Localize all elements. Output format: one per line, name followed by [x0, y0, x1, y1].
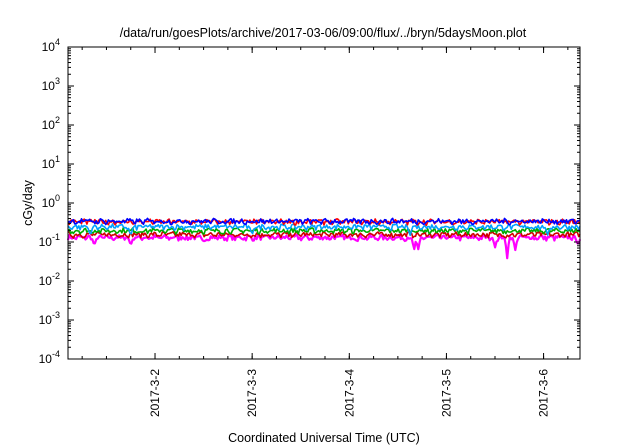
plot-frame — [67, 46, 581, 360]
y-tick-label: 103 — [42, 76, 60, 93]
y-tick-label: 101 — [42, 154, 60, 171]
x-tick-label: 2017-3-3 — [245, 369, 259, 417]
y-tick-label: 104 — [42, 37, 60, 54]
series-line — [66, 233, 582, 260]
series-line — [67, 223, 581, 237]
y-tick-label: 10-1 — [39, 232, 60, 249]
series-line — [67, 227, 581, 235]
series-layer — [66, 217, 582, 260]
x-tick-label: 2017-3-5 — [439, 369, 453, 417]
chart-title: /data/run/goesPlots/archive/2017-03-06/0… — [120, 26, 527, 40]
y-tick-label: 10-4 — [39, 349, 60, 366]
x-axis-ticks: 2017-3-2 2017-3-3 2017-3-4 2017-3-5 2017-3-6 — [81, 47, 569, 417]
x-axis-label: Coordinated Universal Time (UTC) — [228, 431, 420, 445]
y-tick-label: 10-2 — [39, 271, 60, 288]
series-line — [67, 217, 581, 226]
x-tick-label: 2017-3-6 — [537, 369, 551, 417]
y-tick-label: 10-3 — [39, 310, 60, 327]
y-axis-ticks: 104 103 102 101 100 10-1 10-2 10-3 10-4 — [39, 37, 580, 366]
x-tick-label: 2017-3-2 — [148, 369, 162, 417]
y-axis-label: cGy/day — [21, 179, 35, 226]
y-tick-label: 100 — [42, 193, 60, 210]
x-tick-label: 2017-3-4 — [342, 369, 356, 417]
y-tick-label: 102 — [42, 115, 60, 132]
